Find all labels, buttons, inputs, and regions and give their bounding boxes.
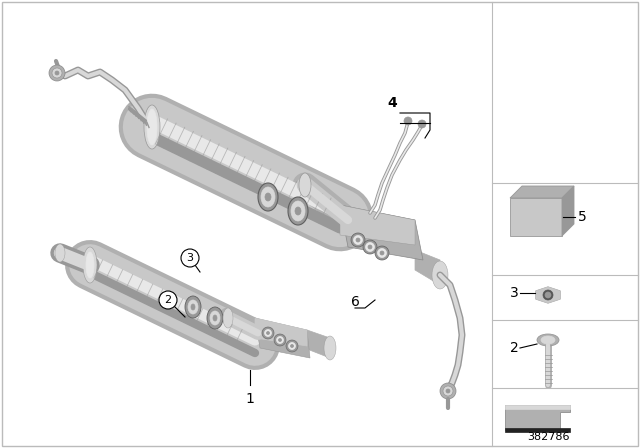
Circle shape (375, 246, 389, 260)
Circle shape (262, 327, 274, 339)
Polygon shape (505, 405, 570, 430)
Ellipse shape (443, 386, 453, 396)
Circle shape (351, 233, 365, 247)
Text: 3: 3 (186, 253, 193, 263)
Polygon shape (307, 330, 330, 358)
Ellipse shape (446, 389, 450, 393)
Text: 1: 1 (246, 392, 255, 406)
Ellipse shape (55, 244, 65, 262)
Ellipse shape (188, 300, 198, 314)
Ellipse shape (440, 383, 456, 399)
Ellipse shape (144, 105, 160, 149)
Circle shape (404, 117, 412, 125)
Circle shape (291, 345, 294, 348)
Text: 2: 2 (510, 341, 519, 355)
Circle shape (274, 334, 286, 346)
Text: 5: 5 (578, 210, 587, 224)
Circle shape (380, 251, 384, 255)
Polygon shape (340, 205, 423, 260)
Ellipse shape (545, 292, 551, 298)
Ellipse shape (295, 207, 301, 215)
Circle shape (353, 236, 362, 245)
Circle shape (365, 242, 374, 251)
Polygon shape (510, 186, 574, 198)
Ellipse shape (265, 193, 271, 201)
Ellipse shape (49, 65, 65, 81)
Ellipse shape (213, 315, 217, 321)
Text: 4: 4 (387, 96, 397, 110)
Ellipse shape (543, 290, 553, 300)
Ellipse shape (83, 247, 97, 283)
Ellipse shape (207, 307, 223, 329)
Circle shape (181, 249, 199, 267)
Polygon shape (340, 205, 415, 245)
Ellipse shape (55, 71, 59, 75)
Circle shape (286, 340, 298, 352)
Circle shape (159, 291, 177, 309)
Text: 382786: 382786 (527, 432, 569, 442)
Polygon shape (536, 287, 560, 303)
Circle shape (363, 240, 377, 254)
Ellipse shape (261, 187, 275, 207)
Ellipse shape (223, 308, 233, 328)
Circle shape (356, 238, 360, 242)
Polygon shape (536, 287, 560, 303)
Polygon shape (255, 318, 310, 358)
Ellipse shape (86, 252, 94, 278)
Circle shape (418, 120, 426, 128)
Circle shape (266, 332, 269, 335)
Circle shape (289, 343, 296, 349)
Text: 6: 6 (351, 295, 360, 309)
Polygon shape (505, 405, 570, 409)
Polygon shape (562, 186, 574, 236)
Circle shape (278, 339, 282, 341)
Ellipse shape (299, 173, 311, 197)
Polygon shape (505, 428, 570, 432)
Ellipse shape (210, 311, 220, 325)
Text: 2: 2 (164, 295, 172, 305)
Ellipse shape (258, 183, 278, 211)
Ellipse shape (288, 197, 308, 225)
Ellipse shape (52, 68, 62, 78)
Ellipse shape (291, 201, 305, 221)
Circle shape (378, 249, 387, 258)
Polygon shape (415, 250, 440, 285)
Ellipse shape (537, 334, 559, 346)
Circle shape (264, 329, 271, 336)
Ellipse shape (147, 109, 157, 145)
Ellipse shape (191, 304, 195, 310)
Circle shape (276, 336, 284, 344)
Polygon shape (255, 318, 307, 346)
Ellipse shape (541, 336, 555, 344)
Polygon shape (510, 198, 562, 236)
Ellipse shape (185, 296, 201, 318)
Ellipse shape (324, 336, 336, 360)
Text: 3: 3 (510, 286, 519, 300)
Circle shape (368, 245, 372, 249)
Ellipse shape (432, 261, 448, 289)
